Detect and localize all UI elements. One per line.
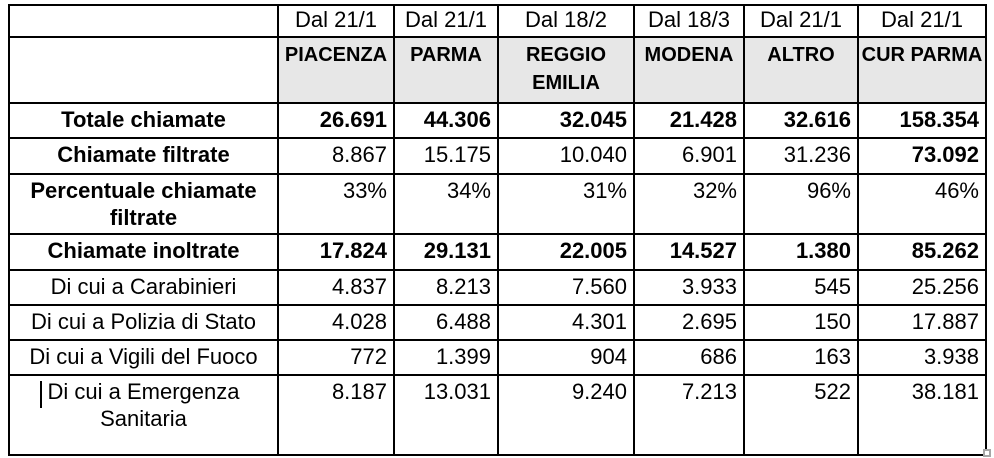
row-percentuale-chiamate-filtrate: Percentuale chiamate filtrate 33% 34% 31… xyxy=(8,173,987,235)
value-cell: 17.887 xyxy=(857,304,987,341)
value-cell: 25.256 xyxy=(857,269,987,306)
value-cell: 26.691 xyxy=(277,102,395,139)
value-cell: 3.933 xyxy=(633,269,745,306)
value-cell: 772 xyxy=(277,339,395,376)
period-header-parma: Dal 21/1 xyxy=(393,4,499,38)
row-label: Di cui a Carabinieri xyxy=(8,269,279,306)
row-label: Totale chiamate xyxy=(8,102,279,139)
row-label: Chiamate filtrate xyxy=(8,137,279,175)
row-label: Di cui a Polizia di Stato xyxy=(8,304,279,341)
row-di-cui-a-vigili-del-fuoco: Di cui a Vigili del Fuoco 772 1.399 904 … xyxy=(8,339,987,376)
value-cell: 4.301 xyxy=(497,304,635,341)
row-di-cui-a-carabinieri: Di cui a Carabinieri 4.837 8.213 7.560 3… xyxy=(8,269,987,306)
city-header-blank xyxy=(8,36,279,104)
value-cell: 32.045 xyxy=(497,102,635,139)
value-cell: 31% xyxy=(497,173,635,235)
value-cell: 34% xyxy=(393,173,499,235)
value-cell: 32.616 xyxy=(743,102,859,139)
value-cell: 1.380 xyxy=(743,233,859,271)
column-header-reggio-emilia: REGGIO EMILIA xyxy=(497,36,635,104)
call-statistics-table: Dal 21/1 Dal 21/1 Dal 18/2 Dal 18/3 Dal … xyxy=(8,4,987,456)
value-cell: 15.175 xyxy=(393,137,499,175)
column-header-piacenza: PIACENZA xyxy=(277,36,395,104)
value-cell: 150 xyxy=(743,304,859,341)
value-cell: 6.901 xyxy=(633,137,745,175)
row-label-text: Di cui a Emergenza Sanitaria xyxy=(47,379,240,431)
column-header-altro: ALTRO xyxy=(743,36,859,104)
value-cell: 3.938 xyxy=(857,339,987,376)
column-header-modena: MODENA xyxy=(633,36,745,104)
value-cell: 33% xyxy=(277,173,395,235)
value-cell: 85.262 xyxy=(857,233,987,271)
period-header-row: Dal 21/1 Dal 21/1 Dal 18/2 Dal 18/3 Dal … xyxy=(8,4,987,38)
value-cell: 96% xyxy=(743,173,859,235)
row-label: Chiamate inoltrate xyxy=(8,233,279,271)
value-cell: 1.399 xyxy=(393,339,499,376)
value-cell: 2.695 xyxy=(633,304,745,341)
row-totale-chiamate: Totale chiamate 26.691 44.306 32.045 21.… xyxy=(8,102,987,139)
value-cell: 6.488 xyxy=(393,304,499,341)
value-cell: 32% xyxy=(633,173,745,235)
row-label: Di cui a Emergenza Sanitaria xyxy=(8,374,279,456)
value-cell: 14.527 xyxy=(633,233,745,271)
value-cell: 8.187 xyxy=(277,374,395,456)
city-header-row: PIACENZA PARMA REGGIO EMILIA MODENA ALTR… xyxy=(8,36,987,104)
value-cell: 13.031 xyxy=(393,374,499,456)
value-cell: 21.428 xyxy=(633,102,745,139)
row-label: Percentuale chiamate filtrate xyxy=(8,173,279,235)
table-resize-handle[interactable] xyxy=(983,449,991,457)
row-label: Di cui a Vigili del Fuoco xyxy=(8,339,279,376)
value-cell: 22.005 xyxy=(497,233,635,271)
row-di-cui-a-emergenza-sanitaria: Di cui a Emergenza Sanitaria 8.187 13.03… xyxy=(8,374,987,456)
period-header-modena: Dal 18/3 xyxy=(633,4,745,38)
row-chiamate-inoltrate: Chiamate inoltrate 17.824 29.131 22.005 … xyxy=(8,233,987,271)
value-cell: 44.306 xyxy=(393,102,499,139)
row-di-cui-a-polizia-di-stato: Di cui a Polizia di Stato 4.028 6.488 4.… xyxy=(8,304,987,341)
value-cell: 46% xyxy=(857,173,987,235)
row-chiamate-filtrate: Chiamate filtrate 8.867 15.175 10.040 6.… xyxy=(8,137,987,175)
value-cell: 8.213 xyxy=(393,269,499,306)
period-header-cur-parma: Dal 21/1 xyxy=(857,4,987,38)
value-cell: 545 xyxy=(743,269,859,306)
value-cell: 4.837 xyxy=(277,269,395,306)
value-cell: 31.236 xyxy=(743,137,859,175)
value-cell: 73.092 xyxy=(857,137,987,175)
value-cell: 10.040 xyxy=(497,137,635,175)
value-cell: 686 xyxy=(633,339,745,376)
value-cell: 17.824 xyxy=(277,233,395,271)
value-cell: 904 xyxy=(497,339,635,376)
period-header-reggio-emilia: Dal 18/2 xyxy=(497,4,635,38)
value-cell: 158.354 xyxy=(857,102,987,139)
value-cell: 8.867 xyxy=(277,137,395,175)
value-cell: 38.181 xyxy=(857,374,987,456)
column-header-parma: PARMA xyxy=(393,36,499,104)
text-cursor xyxy=(40,381,42,408)
period-header-altro: Dal 21/1 xyxy=(743,4,859,38)
value-cell: 9.240 xyxy=(497,374,635,456)
value-cell: 29.131 xyxy=(393,233,499,271)
value-cell: 522 xyxy=(743,374,859,456)
value-cell: 163 xyxy=(743,339,859,376)
period-header-blank xyxy=(8,4,279,38)
value-cell: 4.028 xyxy=(277,304,395,341)
value-cell: 7.560 xyxy=(497,269,635,306)
period-header-piacenza: Dal 21/1 xyxy=(277,4,395,38)
value-cell: 7.213 xyxy=(633,374,745,456)
column-header-cur-parma: CUR PARMA xyxy=(857,36,987,104)
